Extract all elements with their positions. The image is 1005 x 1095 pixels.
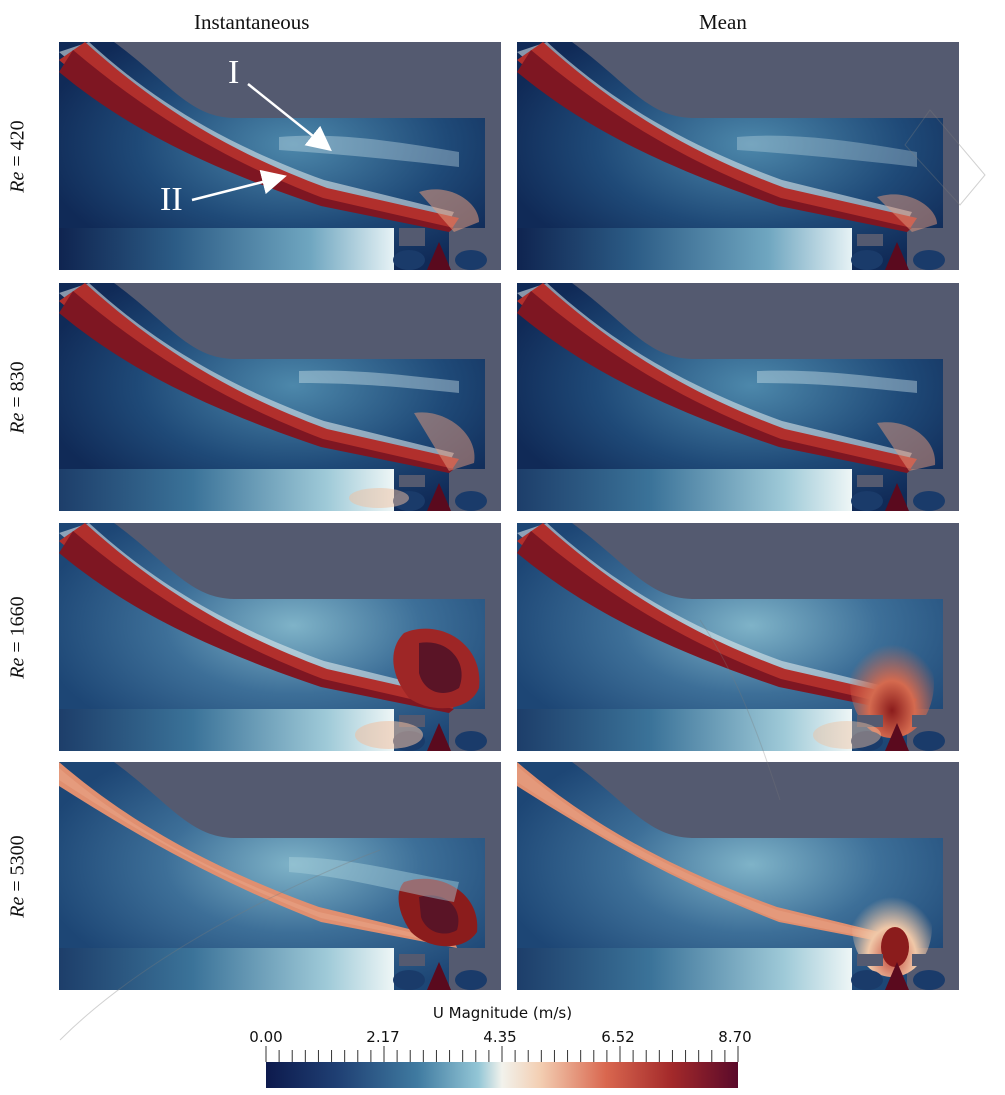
- annotation-label-ii: II: [160, 181, 183, 218]
- annotation-label-i: I: [228, 54, 240, 91]
- panel-re5300-mean: [517, 762, 959, 990]
- panel-re5300-instantaneous: [59, 762, 501, 990]
- reynolds-value: 830: [6, 360, 29, 391]
- row-label-re-420: Re = 420: [0, 42, 36, 270]
- colorbar-ticks: [265, 1046, 739, 1062]
- equals-sign: =: [6, 640, 29, 653]
- panel-re1660-instantaneous: [59, 523, 501, 751]
- column-title-instantaneous: Instantaneous: [194, 10, 310, 34]
- reynolds-value: 420: [6, 119, 29, 150]
- reynolds-symbol: Re: [6, 657, 29, 679]
- row-label-re-5300: Re = 5300: [0, 762, 36, 990]
- reynolds-symbol: Re: [6, 896, 29, 918]
- equals-sign: =: [6, 879, 29, 892]
- colorbar-tick-label: 0.00: [249, 1028, 283, 1046]
- row-label-re-830: Re = 830: [0, 283, 36, 511]
- panel-re830-mean: [517, 283, 959, 511]
- equals-sign: =: [6, 154, 29, 167]
- panel-re420-instantaneous: [59, 42, 501, 270]
- panel-re830-instantaneous: [59, 283, 501, 511]
- colorbar-title: U Magnitude (m/s): [432, 1004, 573, 1022]
- colorbar-tick-label: 6.52: [601, 1028, 635, 1046]
- equals-sign: =: [6, 395, 29, 408]
- reynolds-value: 5300: [6, 834, 29, 875]
- colorbar-tick-label: 4.35: [483, 1028, 517, 1046]
- panel-re1660-mean: [517, 523, 959, 751]
- reynolds-symbol: Re: [6, 171, 29, 193]
- panel-re420-mean: [517, 42, 959, 270]
- reynolds-symbol: Re: [6, 412, 29, 434]
- reynolds-value: 1660: [6, 595, 29, 636]
- row-label-re-1660: Re = 1660: [0, 523, 36, 751]
- column-title-mean: Mean: [699, 10, 747, 34]
- colorbar-tick-label: 2.17: [366, 1028, 400, 1046]
- colorbar-gradient: [266, 1062, 738, 1088]
- colorbar: [265, 1046, 739, 1088]
- colorbar-tick-label: 8.70: [718, 1028, 752, 1046]
